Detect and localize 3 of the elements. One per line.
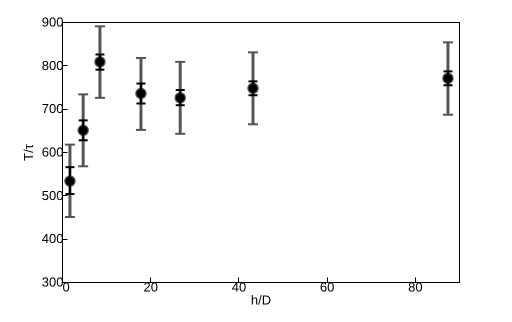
y-tick-label: 900 [42,14,64,30]
y-axis-title: T/τ [20,143,36,161]
x-axis-title: h/D [250,292,272,308]
